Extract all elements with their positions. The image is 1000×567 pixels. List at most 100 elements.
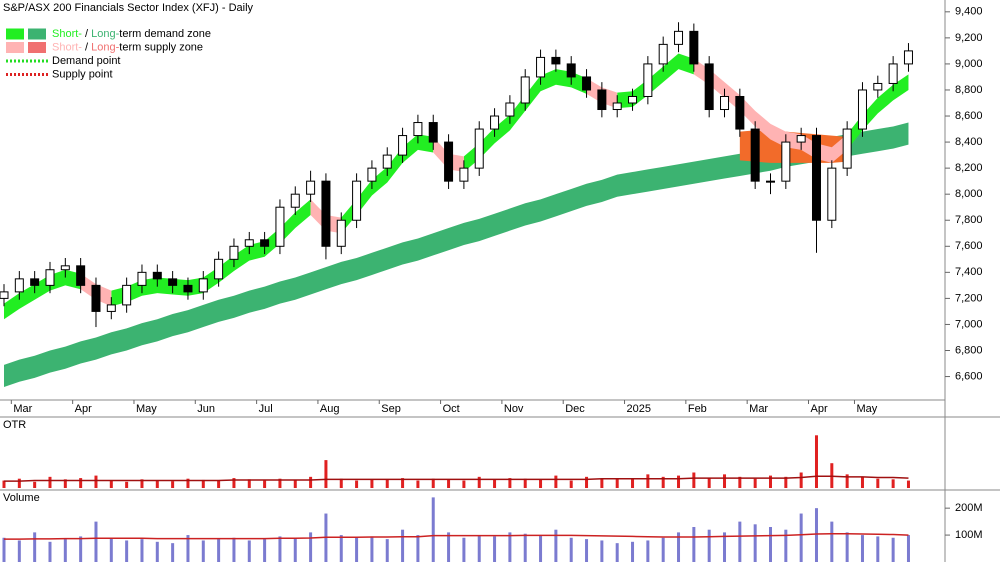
- legend-swatch: [28, 42, 46, 53]
- bar: [140, 539, 144, 562]
- y-tick-label: 9,200: [955, 32, 983, 44]
- bar: [600, 540, 604, 562]
- candle-body: [275, 206, 285, 247]
- candle-body: [474, 128, 484, 169]
- bar: [385, 479, 389, 488]
- candle-body: [122, 284, 132, 306]
- legend-text: /: [82, 28, 91, 40]
- candle-body: [413, 122, 423, 137]
- bar: [2, 480, 6, 488]
- candle-body: [76, 265, 86, 286]
- candle-body: [566, 63, 576, 78]
- bar: [33, 481, 37, 488]
- average-line: [4, 532, 909, 540]
- candle-body: [643, 63, 653, 97]
- bar: [661, 537, 665, 562]
- bar: [263, 539, 267, 562]
- bar: [860, 535, 864, 562]
- y-tick-label: 9,400: [955, 6, 983, 18]
- bar: [431, 497, 435, 562]
- legend-text: Long-: [91, 28, 119, 40]
- legend-swatch: [6, 28, 24, 40]
- legend-swatch: [6, 42, 24, 53]
- candle-body: [796, 135, 806, 143]
- panel-title: OTR: [3, 419, 26, 431]
- candle-body: [214, 258, 224, 280]
- bar: [109, 537, 113, 562]
- bar: [324, 460, 328, 488]
- bar: [707, 478, 711, 488]
- candle-body: [444, 141, 454, 182]
- bar: [692, 527, 696, 562]
- y-tick-label: 7,000: [955, 318, 983, 330]
- bar: [155, 480, 159, 488]
- bar: [661, 476, 665, 488]
- bar: [155, 541, 159, 562]
- candle-body: [689, 30, 699, 65]
- bar: [293, 479, 297, 488]
- bar: [830, 521, 834, 562]
- bar: [845, 474, 849, 488]
- bar: [677, 532, 681, 562]
- bar: [891, 537, 895, 562]
- bar: [63, 539, 67, 562]
- bar: [799, 472, 803, 488]
- bar: [631, 541, 635, 562]
- zone-band: [463, 69, 587, 173]
- y-tick-label: 8,600: [955, 110, 983, 122]
- bar: [753, 524, 757, 562]
- bar: [799, 513, 803, 562]
- x-tick-label: May: [856, 403, 877, 415]
- y-tick-label: 200M: [955, 502, 983, 514]
- legend-text: Demand point: [52, 55, 121, 67]
- bar: [339, 478, 343, 488]
- y-tick-label: 7,400: [955, 266, 983, 278]
- bar: [784, 529, 788, 562]
- bar: [186, 478, 190, 488]
- bar: [355, 480, 359, 488]
- candle-body: [367, 167, 377, 182]
- bar: [876, 478, 880, 488]
- bar: [79, 536, 83, 562]
- candle-body: [674, 30, 684, 45]
- bar: [845, 532, 849, 562]
- legend-text: Short-: [52, 41, 82, 53]
- y-tick-label: 8,400: [955, 136, 983, 148]
- bar: [569, 480, 573, 488]
- bar: [48, 541, 52, 562]
- bar: [416, 535, 420, 562]
- candle-body: [106, 304, 116, 312]
- bar: [784, 476, 788, 488]
- candle-body: [198, 278, 208, 293]
- candle-body: [505, 102, 515, 117]
- x-tick-label: Dec: [565, 403, 585, 415]
- x-tick-label: Nov: [504, 403, 524, 415]
- bar: [79, 478, 83, 488]
- bar: [263, 480, 267, 488]
- bar: [814, 508, 818, 562]
- candle-body: [888, 63, 898, 84]
- bar: [891, 479, 895, 488]
- bar: [677, 475, 681, 488]
- bar: [140, 479, 144, 488]
- bar: [539, 479, 543, 488]
- candle-body: [735, 95, 745, 130]
- bar: [109, 480, 113, 488]
- bar: [401, 478, 405, 488]
- legend-text: /: [82, 41, 91, 53]
- bar: [615, 479, 619, 488]
- candle-body: [382, 154, 392, 169]
- candle-body: [183, 284, 193, 293]
- bar: [232, 478, 236, 488]
- bar: [569, 537, 573, 562]
- average-line: [4, 475, 909, 482]
- legend-text: Supply point: [52, 68, 113, 80]
- x-tick-label: 2025: [627, 403, 651, 415]
- bar: [769, 527, 772, 562]
- bar: [309, 476, 313, 488]
- candle-body: [857, 89, 867, 130]
- bar: [646, 540, 650, 562]
- bar: [723, 532, 727, 562]
